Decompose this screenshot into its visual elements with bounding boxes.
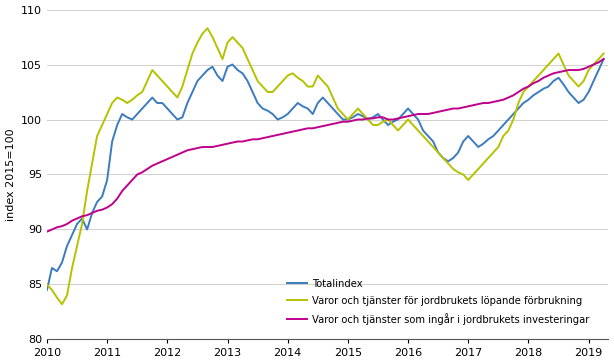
- Line: Totalindex: Totalindex: [47, 59, 604, 290]
- Varor och tjänster för jordbrukets löpande förbrukning: [600, 51, 607, 56]
- Line: Varor och tjänster för jordbrukets löpande förbrukning: Varor och tjänster för jordbrukets löpan…: [47, 28, 604, 304]
- Varor och tjänster för jordbrukets löpande förbrukning: [58, 302, 66, 306]
- Varor och tjänster för jordbrukets löpande förbrukning: [454, 170, 462, 174]
- Varor och tjänster som ingår i jordbrukets investeringar: [44, 229, 51, 234]
- Totalindex: [445, 159, 452, 163]
- Varor och tjänster för jordbrukets löpande förbrukning: [204, 26, 211, 31]
- Varor och tjänster för jordbrukets löpande förbrukning: [44, 282, 51, 286]
- Totalindex: [475, 145, 482, 149]
- Legend: Totalindex, Varor och tjänster för jordbrukets löpande förbrukning, Varor och tj: Totalindex, Varor och tjänster för jordb…: [284, 276, 593, 328]
- Varor och tjänster som ingår i jordbrukets investeringar: [354, 117, 362, 122]
- Varor och tjänster som ingår i jordbrukets investeringar: [475, 102, 482, 106]
- Totalindex: [580, 98, 587, 102]
- Varor och tjänster som ingår i jordbrukets investeringar: [239, 139, 246, 144]
- Varor och tjänster för jordbrukets löpande förbrukning: [484, 156, 492, 160]
- Varor och tjänster som ingår i jordbrukets investeringar: [600, 57, 607, 61]
- Totalindex: [239, 71, 246, 75]
- Totalindex: [354, 112, 362, 116]
- Totalindex: [44, 288, 51, 292]
- Varor och tjänster för jordbrukets löpande förbrukning: [590, 62, 597, 67]
- Varor och tjänster som ingår i jordbrukets investeringar: [580, 67, 587, 71]
- Line: Varor och tjänster som ingår i jordbrukets investeringar: Varor och tjänster som ingår i jordbruke…: [47, 59, 604, 232]
- Totalindex: [419, 128, 427, 133]
- Varor och tjänster som ingår i jordbrukets investeringar: [445, 107, 452, 112]
- Varor och tjänster för jordbrukets löpande förbrukning: [364, 117, 371, 122]
- Varor och tjänster för jordbrukets löpande förbrukning: [429, 145, 437, 149]
- Varor och tjänster som ingår i jordbrukets investeringar: [419, 112, 427, 116]
- Y-axis label: index 2015=100: index 2015=100: [6, 128, 15, 221]
- Varor och tjänster för jordbrukets löpande förbrukning: [249, 68, 256, 72]
- Totalindex: [600, 57, 607, 61]
